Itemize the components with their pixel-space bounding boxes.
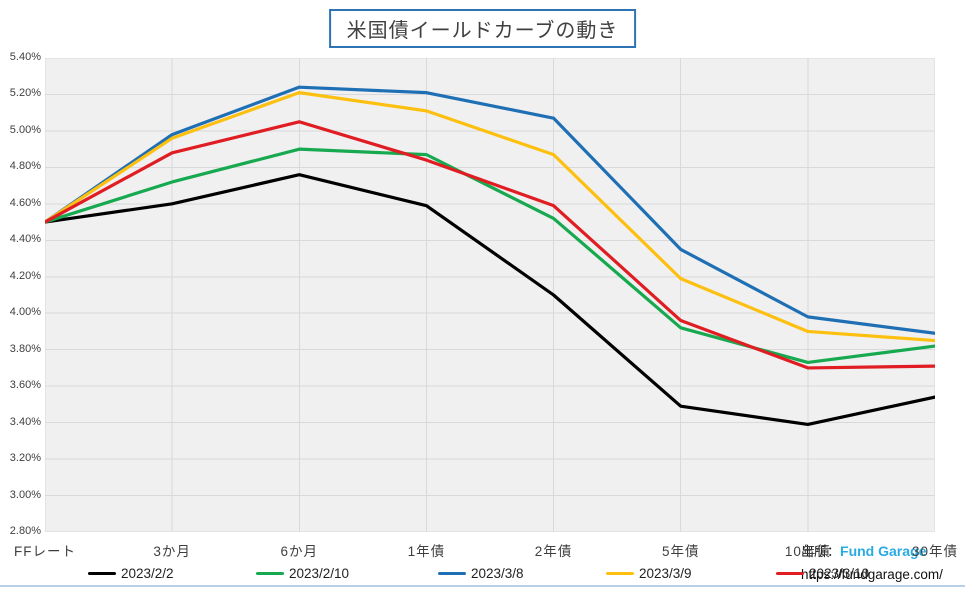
source-brand-link[interactable]: Fund Garage [840, 543, 927, 559]
series-line-2023-2-2 [45, 173, 935, 427]
legend-label: 2023/3/8 [471, 566, 524, 581]
y-tick-label: 5.20% [9, 87, 41, 100]
yield-curve-plot [45, 58, 935, 532]
legend-item-2023-3-9: 2023/3/9 [606, 566, 692, 581]
x-category-label: 1年債 [407, 544, 446, 559]
x-category-label: 30年債 [911, 544, 959, 559]
y-tick-label: 3.80% [9, 342, 41, 355]
legend-item-2023-3-8: 2023/3/8 [438, 566, 524, 581]
y-tick-label: 2.80% [9, 525, 41, 537]
series-line-2023-3-8 [45, 85, 935, 335]
legend-item-2023-3-10: 2023/3/10 [776, 566, 869, 581]
legend-item-2023-2-10: 2023/2/10 [256, 566, 349, 581]
source-url-link[interactable]: https://fundgarage.com/ [801, 567, 943, 582]
y-tick-label: 4.20% [9, 269, 41, 282]
y-tick-label: 3.60% [9, 379, 41, 392]
legend-item-2023-2-2: 2023/2/2 [88, 566, 174, 581]
legend-label: 2023/2/2 [121, 566, 174, 581]
y-tick-label: 4.60% [9, 196, 41, 209]
legend-label: 2023/2/10 [289, 566, 350, 581]
plot-area: 出所：Fund Garage https://fundgarage.com/ [45, 58, 965, 591]
series-line-2023-3-10 [45, 120, 935, 370]
source-note: 出所：Fund Garage https://fundgarage.com/ [795, 537, 965, 591]
x-category-label: 3か月 [153, 544, 191, 559]
y-tick-label: 3.40% [9, 415, 41, 428]
source-url-line: https://fundgarage.com/ [801, 563, 965, 586]
y-tick-label: 4.80% [9, 160, 41, 173]
y-tick-label: 5.00% [9, 123, 41, 136]
legend-swatch [776, 571, 804, 576]
series-line-2023-3-9 [45, 91, 935, 343]
series-line-2023-2-10 [45, 147, 935, 365]
x-category-label: FFレート [14, 544, 76, 559]
y-tick-label: 4.40% [9, 233, 41, 246]
x-category-label: 10年債 [784, 544, 831, 559]
legend-swatch [88, 571, 116, 576]
source-label: 出所： [801, 544, 841, 559]
source-line: 出所：Fund Garage [801, 540, 965, 563]
x-category-label: 5年債 [661, 544, 700, 559]
y-tick-label: 3.00% [9, 488, 41, 501]
legend-label: 2023/3/9 [639, 566, 692, 581]
bottom-border-line [0, 585, 965, 587]
legend-swatch [256, 571, 284, 576]
legend-swatch [606, 571, 634, 576]
legend-swatch [438, 571, 466, 576]
x-category-label: 6か月 [280, 544, 319, 559]
legend-label: 2023/3/10 [809, 566, 870, 581]
x-category-label: 2年債 [534, 544, 573, 559]
y-tick-label: 3.20% [9, 452, 41, 465]
y-tick-label: 5.40% [9, 51, 41, 63]
chart-title: 米国債イールドカーブの動き [328, 9, 637, 48]
y-tick-label: 4.00% [9, 306, 41, 319]
